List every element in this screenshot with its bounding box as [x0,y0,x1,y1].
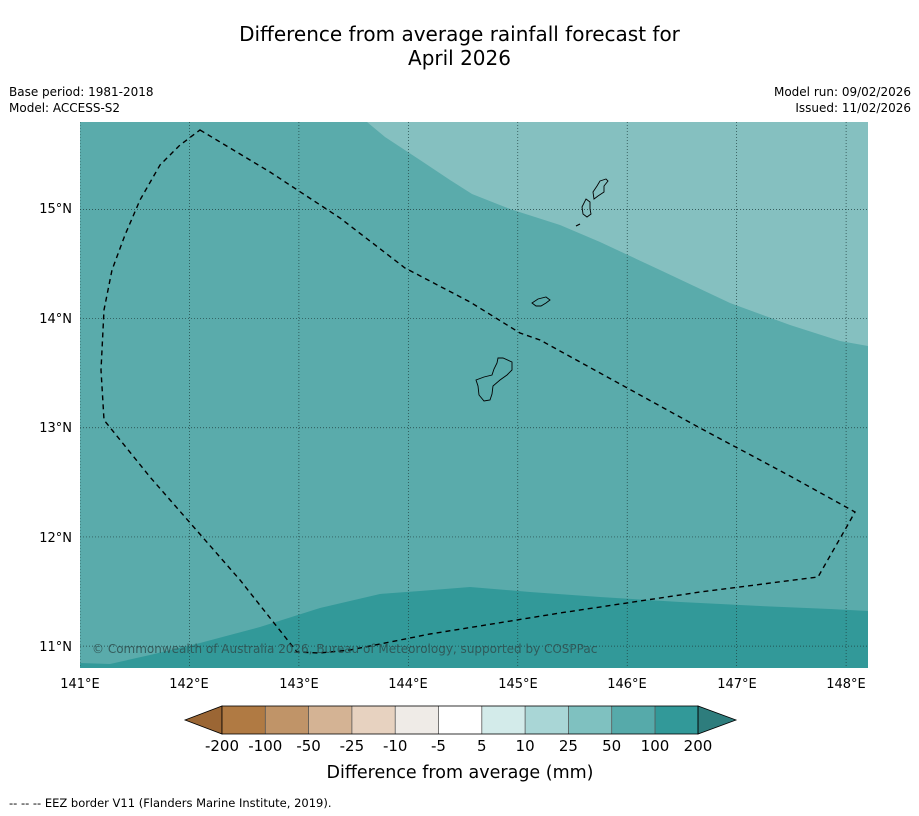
lon-tick-141: 141°E [60,677,100,692]
model-run-text: Model run: 09/02/2026 [773,85,911,99]
rainfall-anomaly-map: © Commonwealth of Australia 2026, Bureau… [39,122,868,783]
lon-tick-145: 145°E [498,677,538,692]
colorbar-tick--5: -5 [431,737,446,755]
base-period-text: Base period: 1981-2018 [9,85,154,99]
saipan-island [592,178,609,200]
aguijan-island [575,223,581,227]
colorbar-tick-100: 100 [641,737,670,755]
title-line-2: April 2026 [408,46,511,70]
lon-tick-144: 144°E [388,677,428,692]
colorbar-high-extension [697,705,738,735]
lat-tick-11: 11°N [39,640,72,655]
tinian-island [581,198,592,218]
colorbar: -200 -100 -50 -25 -10 -5 5 10 25 50 100 … [183,705,738,783]
title-line-1: Difference from average rainfall forecas… [239,22,680,46]
lon-tick-143: 143°E [279,677,319,692]
colorbar-tick--200: -200 [205,737,239,755]
gridlines [80,122,868,668]
lat-tick-14: 14°N [39,312,72,327]
colorbar-bin-7 [481,706,526,734]
colorbar-bin-5 [395,706,439,734]
upper-anomaly-zone [367,122,868,346]
issued-text: Issued: 11/02/2026 [795,101,911,115]
colorbar-bin-8 [525,706,569,734]
eez-border [100,129,856,654]
colorbar-bin-1 [222,706,266,734]
model-text: Model: ACCESS-S2 [9,101,121,115]
colorbar-bin-9 [568,706,612,734]
colorbar-bin-3 [308,706,352,734]
colorbar-bin-6 [438,706,482,734]
lon-tick-147: 147°E [717,677,757,692]
colorbar-bin-2 [265,706,309,734]
colorbar-tick--10: -10 [383,737,408,755]
eez-legend-text: -- -- -- EEZ border V11 (Flanders Marine… [9,796,332,810]
guam-island [475,357,513,402]
lon-tick-146: 146°E [607,677,647,692]
copyright-text: © Commonwealth of Australia 2026, Bureau… [92,642,597,656]
colorbar-tick-200: 200 [684,737,713,755]
lon-tick-142: 142°E [169,677,209,692]
colorbar-tick-10: 10 [516,737,535,755]
colorbar-tick-5: 5 [477,737,487,755]
colorbar-tick--50: -50 [296,737,321,755]
colorbar-tick-50: 50 [602,737,621,755]
colorbar-tick--100: -100 [248,737,282,755]
colorbar-tick-25: 25 [559,737,578,755]
colorbar-bin-10 [611,706,655,734]
colorbar-low-extension [183,705,223,735]
colorbar-bin-11 [655,706,698,734]
colorbar-bin-4 [351,706,396,734]
colorbar-label: Difference from average (mm) [326,763,593,783]
lat-tick-12: 12°N [39,531,72,546]
lon-tick-148: 148°E [826,677,866,692]
colorbar-tick--25: -25 [340,737,365,755]
lat-tick-13: 13°N [39,421,72,436]
lat-tick-15: 15°N [39,202,72,217]
rota-island [531,296,551,307]
